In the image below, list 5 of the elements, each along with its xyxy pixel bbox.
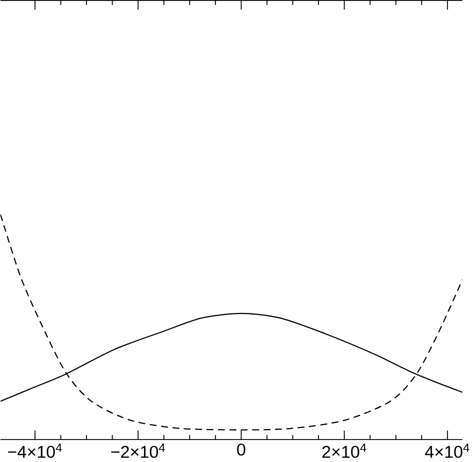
x-tick-label: 0 bbox=[237, 444, 246, 456]
x-tick-label: −2×10$^{4}$ bbox=[111, 444, 165, 458]
x-tick-label: −4×10$^{4}$ bbox=[8, 444, 62, 458]
x-tick-label: 4×10$^{4}$ bbox=[425, 444, 470, 458]
x-tick-label: 2×10$^{4}$ bbox=[322, 444, 366, 458]
